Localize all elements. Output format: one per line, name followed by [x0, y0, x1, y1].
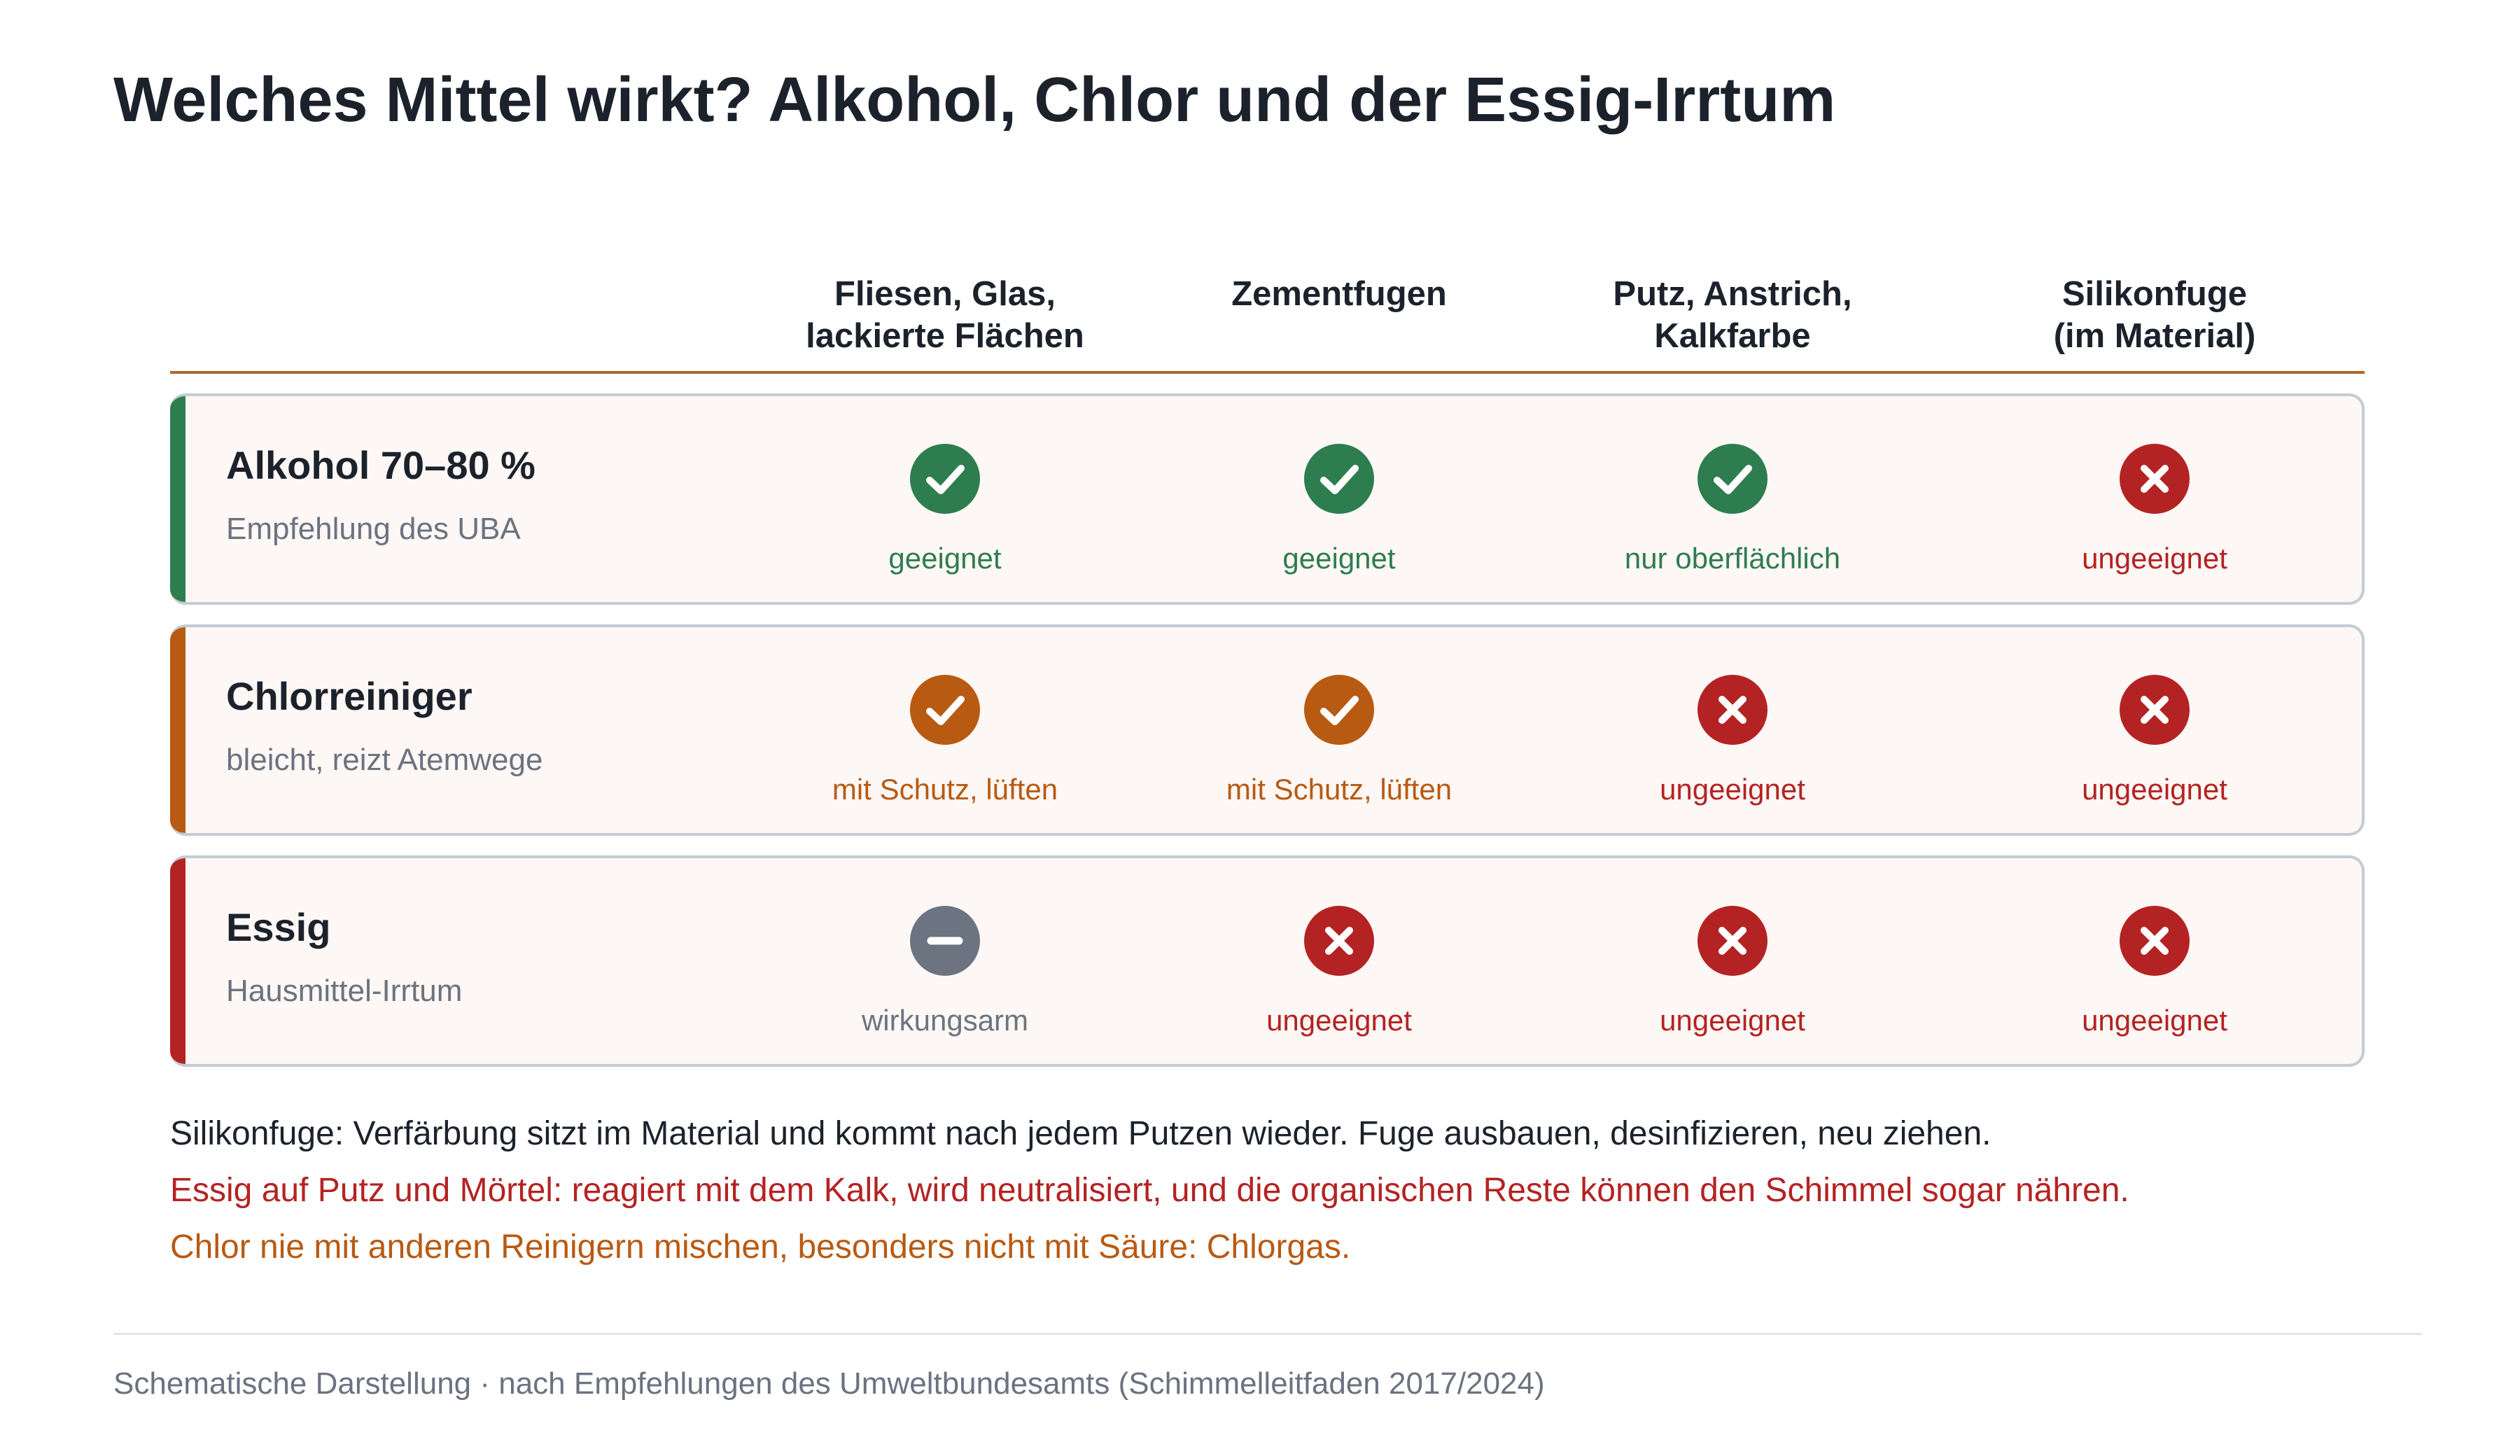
table-cell: nur oberflächlich	[1550, 396, 1914, 602]
cell-label: ungeeignet	[1660, 773, 1805, 806]
column-header-line: lackierte Flächen	[806, 317, 1084, 355]
cell-label: ungeeignet	[2082, 773, 2227, 806]
row-accent-bar	[170, 858, 186, 1064]
check-icon	[1304, 675, 1374, 745]
column-header-line: Silikonfuge	[2062, 275, 2248, 313]
header-divider	[170, 371, 2365, 374]
cell-label: ungeeignet	[1660, 1004, 1805, 1037]
table-cell: mit Schutz, lüften	[1157, 627, 1521, 833]
cell-label: ungeeignet	[1266, 1004, 1412, 1037]
row-label: Chlorreiniger	[226, 674, 472, 718]
page-title: Welches Mittel wirkt? Alkohol, Chlor und…	[113, 65, 1836, 135]
cell-label: ungeeignet	[2082, 542, 2227, 575]
check-icon	[1698, 444, 1768, 514]
note-essig: Essig auf Putz und Mörtel: reagiert mit …	[170, 1172, 2129, 1209]
minus-icon	[910, 906, 980, 976]
column-header-line: Zementfugen	[1231, 275, 1447, 313]
table-cell: geeignet	[1157, 396, 1521, 602]
column-header-zementfugen: Zementfugen	[1150, 273, 1528, 315]
column-header-silikonfuge: Silikonfuge (im Material)	[1966, 273, 2344, 357]
table-row-alkohol: Alkohol 70–80 % Empfehlung des UBA geeig…	[170, 393, 2365, 605]
check-icon	[910, 675, 980, 745]
cross-icon	[2120, 444, 2190, 514]
cross-icon	[1698, 906, 1768, 976]
column-header-line: Putz, Anstrich,	[1613, 275, 1852, 313]
row-label: Alkohol 70–80 %	[226, 443, 536, 487]
check-icon	[910, 444, 980, 514]
cross-icon	[1698, 675, 1768, 745]
table-row-essig: Essig Hausmittel-Irrtum wirkungsarm unge…	[170, 855, 2365, 1067]
table-cell: ungeeignet	[1973, 858, 2337, 1064]
cell-label: geeignet	[1282, 542, 1396, 575]
cell-label: nur oberflächlich	[1624, 542, 1841, 575]
footer-divider	[113, 1333, 2422, 1335]
column-header-line: Kalkfarbe	[1654, 317, 1811, 355]
table-cell: geeignet	[763, 396, 1127, 602]
note-silikonfuge: Silikonfuge: Verfärbung sitzt im Materia…	[170, 1115, 1991, 1152]
row-sublabel: Hausmittel-Irrtum	[226, 974, 463, 1008]
column-header-line: Fliesen, Glas,	[834, 275, 1056, 313]
cell-label: ungeeignet	[2082, 1004, 2227, 1037]
row-sublabel: bleicht, reizt Atemwege	[226, 743, 543, 777]
cross-icon	[2120, 675, 2190, 745]
row-accent-bar	[170, 396, 186, 602]
row-label: Essig	[226, 905, 331, 949]
column-header-fliesen: Fliesen, Glas, lackierte Flächen	[756, 273, 1134, 357]
table-row-chlorreiniger: Chlorreiniger bleicht, reizt Atemwege mi…	[170, 624, 2365, 836]
source-note: Schematische Darstellung · nach Empfehlu…	[113, 1366, 1545, 1401]
table-cell: ungeeignet	[1550, 858, 1914, 1064]
cross-icon	[2120, 906, 2190, 976]
note-chlor: Chlor nie mit anderen Reinigern mischen,…	[170, 1228, 1351, 1266]
cell-label: mit Schutz, lüften	[832, 773, 1058, 806]
table-cell: ungeeignet	[1550, 627, 1914, 833]
table-cell: mit Schutz, lüften	[763, 627, 1127, 833]
cell-label: mit Schutz, lüften	[1226, 773, 1452, 806]
table-cell: wirkungsarm	[763, 858, 1127, 1064]
cell-label: geeignet	[888, 542, 1002, 575]
column-header-putz: Putz, Anstrich, Kalkfarbe	[1544, 273, 1921, 357]
cell-label: wirkungsarm	[861, 1004, 1029, 1037]
table-cell: ungeeignet	[1157, 858, 1521, 1064]
cross-icon	[1304, 906, 1374, 976]
table-cell: ungeeignet	[1973, 396, 2337, 602]
row-sublabel: Empfehlung des UBA	[226, 512, 521, 546]
table-cell: ungeeignet	[1973, 627, 2337, 833]
check-icon	[1304, 444, 1374, 514]
column-header-line: (im Material)	[2053, 317, 2256, 355]
row-accent-bar	[170, 627, 186, 833]
